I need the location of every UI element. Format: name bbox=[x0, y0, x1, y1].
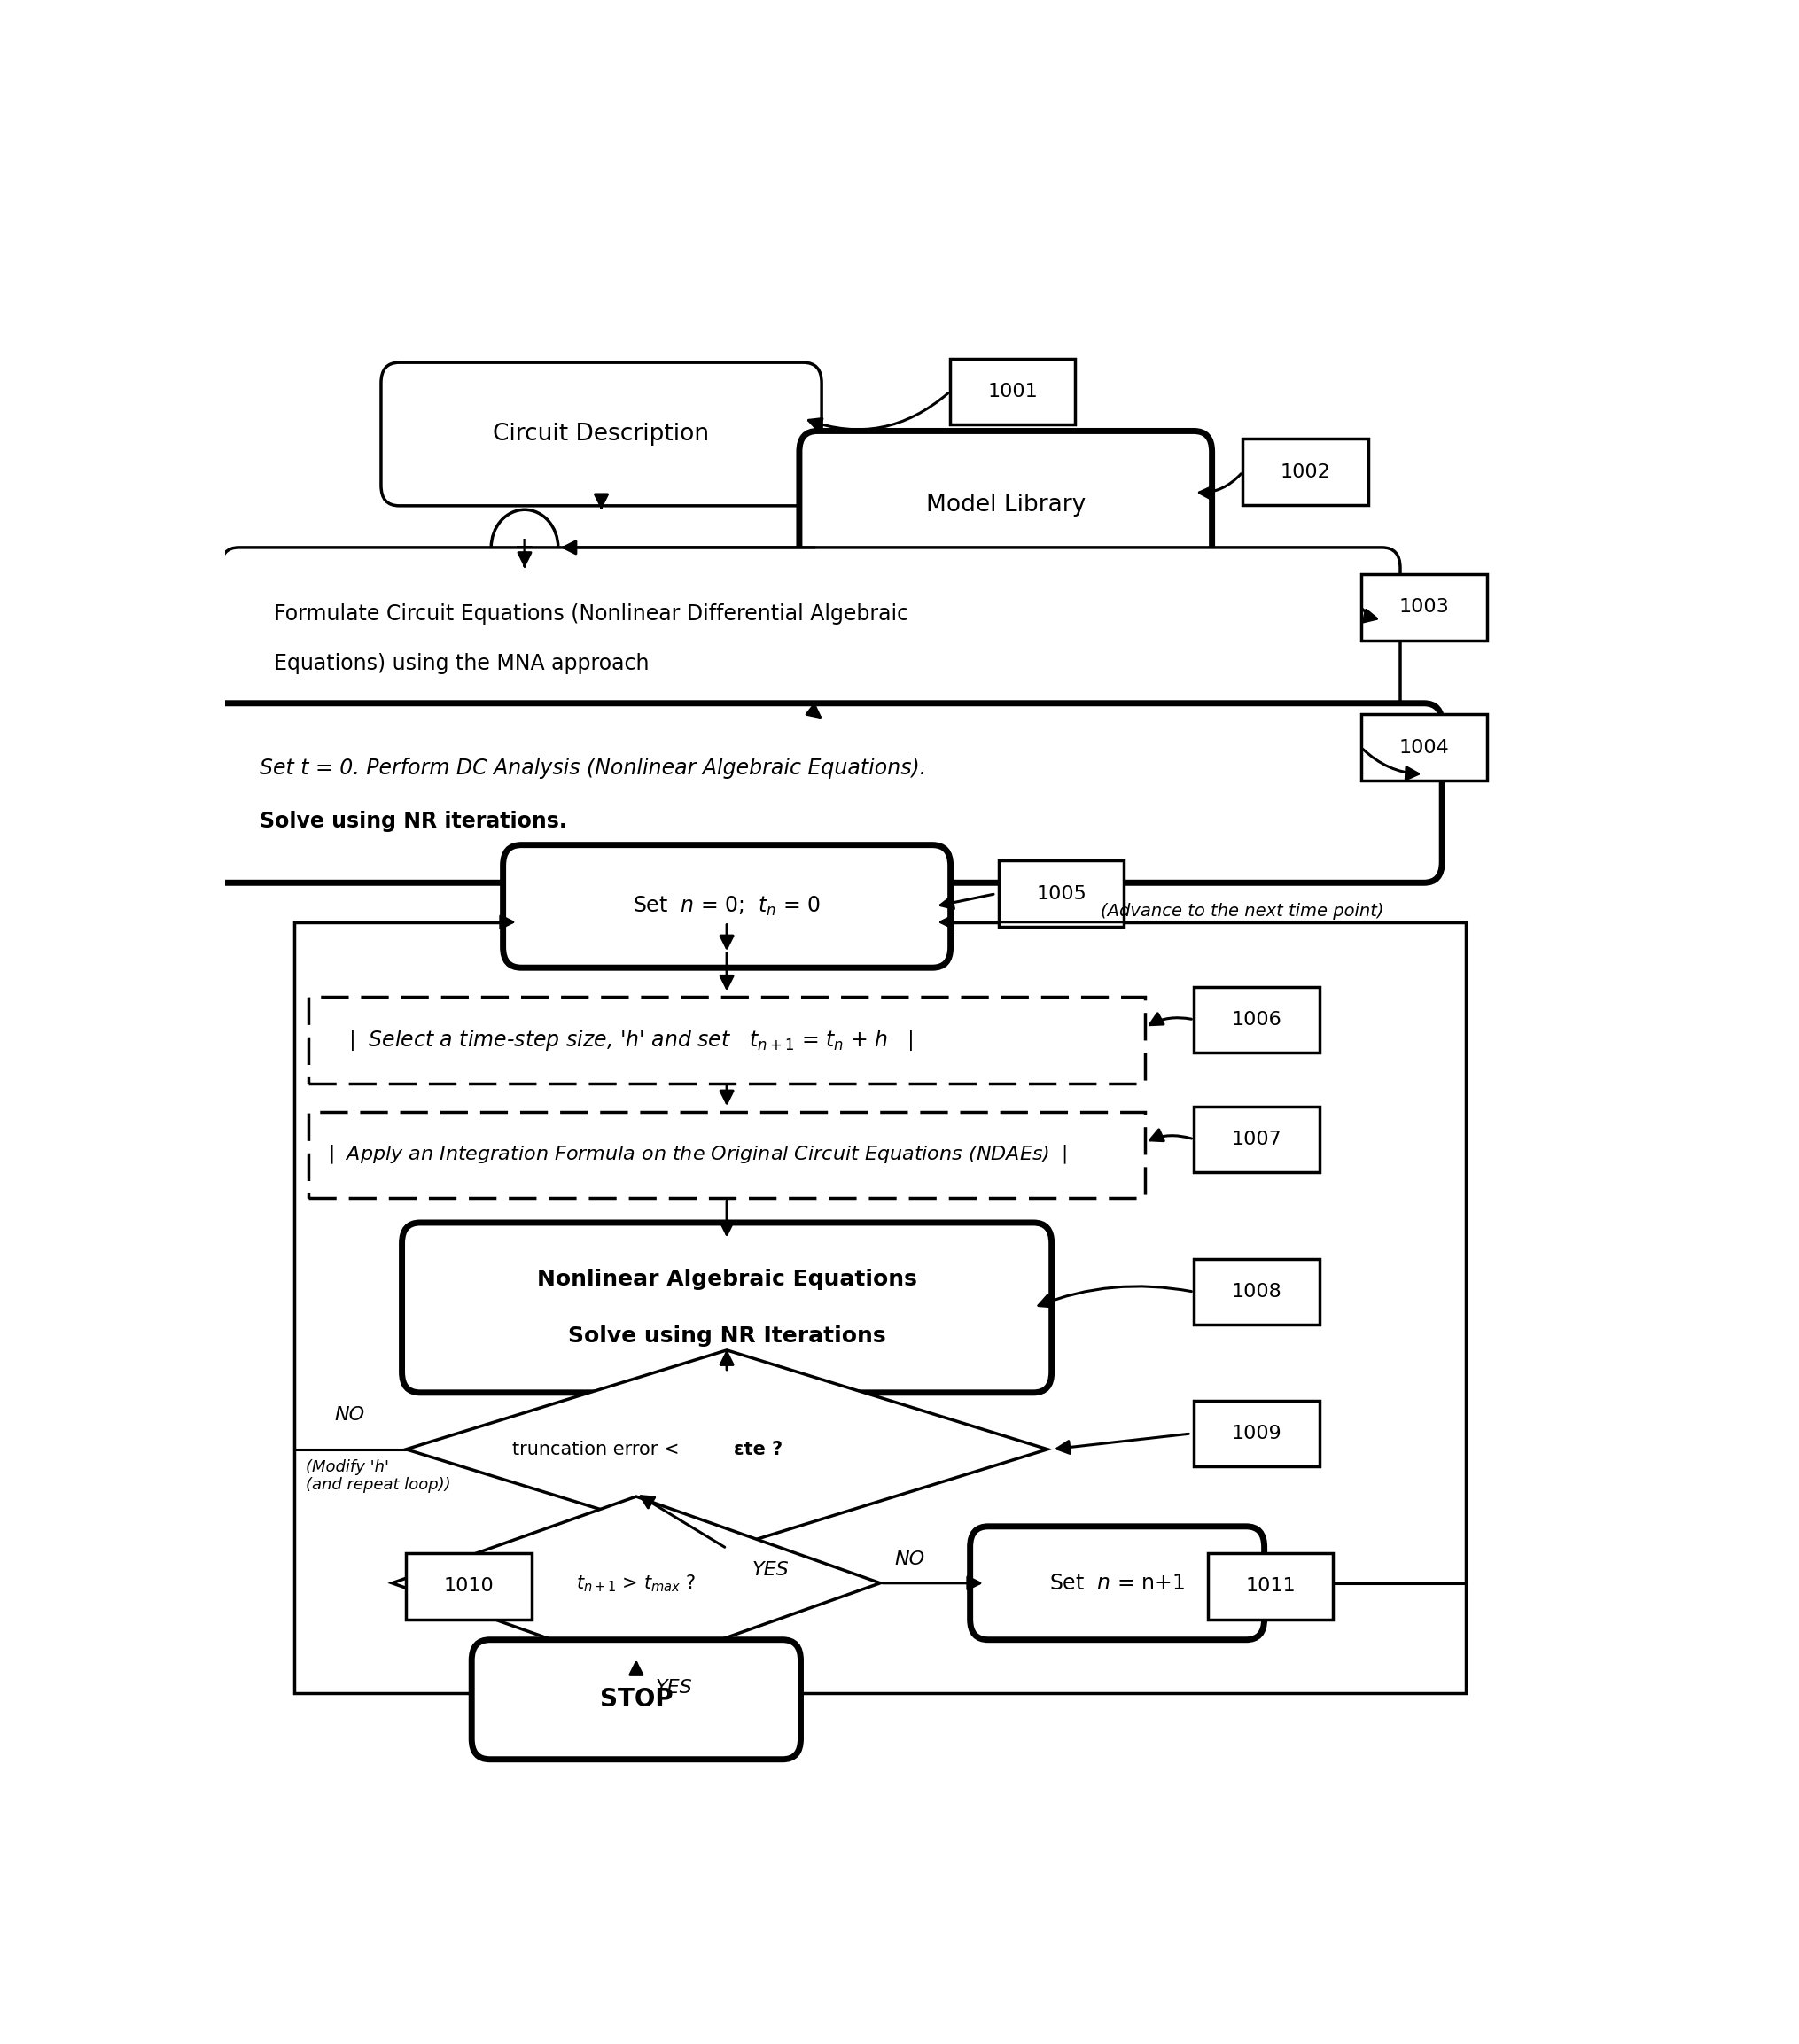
Text: $t_{n+1}$ > $t_{max}$ ?: $t_{n+1}$ > $t_{max}$ ? bbox=[576, 1572, 696, 1594]
Text: 1008: 1008 bbox=[1232, 1284, 1281, 1300]
Text: Set t = 0. Perform DC Analysis (Nonlinear Algebraic Equations).: Set t = 0. Perform DC Analysis (Nonlinea… bbox=[259, 756, 926, 779]
Circle shape bbox=[491, 509, 558, 585]
Text: YES: YES bbox=[752, 1562, 790, 1578]
Text: 1006: 1006 bbox=[1232, 1012, 1281, 1028]
Text: 1005: 1005 bbox=[1036, 885, 1087, 903]
Bar bbox=[1207, 1553, 1333, 1619]
Text: Equations) using the MNA approach: Equations) using the MNA approach bbox=[273, 654, 649, 675]
Bar bbox=[1195, 987, 1319, 1053]
Text: 1010: 1010 bbox=[444, 1578, 495, 1594]
Bar bbox=[998, 861, 1124, 926]
FancyBboxPatch shape bbox=[504, 844, 950, 967]
FancyBboxPatch shape bbox=[221, 548, 1400, 730]
Text: STOP: STOP bbox=[599, 1686, 673, 1713]
Polygon shape bbox=[407, 1351, 1047, 1549]
Text: 1003: 1003 bbox=[1400, 599, 1448, 615]
Text: $\mid$ Apply an Integration Formula on the Original Circuit Equations (NDAEs) $\: $\mid$ Apply an Integration Formula on t… bbox=[322, 1145, 1067, 1167]
Text: Set  $n$ = n+1: Set $n$ = n+1 bbox=[1049, 1572, 1186, 1594]
FancyBboxPatch shape bbox=[970, 1527, 1265, 1639]
FancyBboxPatch shape bbox=[381, 362, 822, 505]
Text: Solve using NR iterations.: Solve using NR iterations. bbox=[259, 811, 567, 832]
Text: 1001: 1001 bbox=[988, 382, 1038, 401]
Bar bbox=[1195, 1259, 1319, 1325]
Text: NO: NO bbox=[894, 1551, 925, 1568]
Bar bbox=[309, 997, 1144, 1083]
Text: truncation error <: truncation error < bbox=[513, 1441, 685, 1457]
Text: εte ?: εte ? bbox=[734, 1441, 783, 1457]
Text: 1002: 1002 bbox=[1281, 464, 1331, 480]
Text: YES: YES bbox=[655, 1678, 693, 1697]
Text: $\mid$ Select a time-step size, 'h' and set   $t_{n+1}$ = $t_n$ + h  $\mid$: $\mid$ Select a time-step size, 'h' and … bbox=[344, 1028, 914, 1053]
Text: Circuit Description: Circuit Description bbox=[493, 423, 709, 446]
Bar bbox=[1362, 574, 1486, 640]
Text: +: + bbox=[515, 536, 534, 560]
FancyBboxPatch shape bbox=[471, 1639, 801, 1760]
Text: NO: NO bbox=[335, 1406, 363, 1423]
FancyBboxPatch shape bbox=[799, 431, 1213, 578]
Text: 1009: 1009 bbox=[1232, 1425, 1281, 1443]
Polygon shape bbox=[392, 1496, 880, 1670]
Bar bbox=[1195, 1400, 1319, 1468]
FancyBboxPatch shape bbox=[401, 1222, 1052, 1392]
Bar bbox=[950, 358, 1076, 425]
Bar bbox=[1195, 1106, 1319, 1173]
Bar bbox=[309, 1112, 1144, 1198]
Text: (Modify 'h'
(and repeat loop)): (Modify 'h' (and repeat loop)) bbox=[306, 1459, 452, 1494]
Text: 1011: 1011 bbox=[1245, 1578, 1295, 1594]
Bar bbox=[1243, 439, 1367, 505]
Text: Model Library: Model Library bbox=[926, 493, 1085, 517]
FancyBboxPatch shape bbox=[207, 703, 1443, 883]
Text: (Advance to the next time point): (Advance to the next time point) bbox=[1101, 903, 1383, 920]
Bar bbox=[295, 922, 1466, 1692]
Bar bbox=[1362, 713, 1486, 781]
Text: Nonlinear Algebraic Equations: Nonlinear Algebraic Equations bbox=[536, 1269, 917, 1290]
Text: 1004: 1004 bbox=[1400, 738, 1448, 756]
Text: 1007: 1007 bbox=[1232, 1130, 1281, 1149]
Text: Solve using NR Iterations: Solve using NR Iterations bbox=[568, 1325, 885, 1347]
Text: Set  $n$ = 0;  $t_n$ = 0: Set $n$ = 0; $t_n$ = 0 bbox=[633, 895, 820, 918]
Bar bbox=[407, 1553, 533, 1619]
Text: Formulate Circuit Equations (Nonlinear Differential Algebraic: Formulate Circuit Equations (Nonlinear D… bbox=[273, 603, 908, 623]
